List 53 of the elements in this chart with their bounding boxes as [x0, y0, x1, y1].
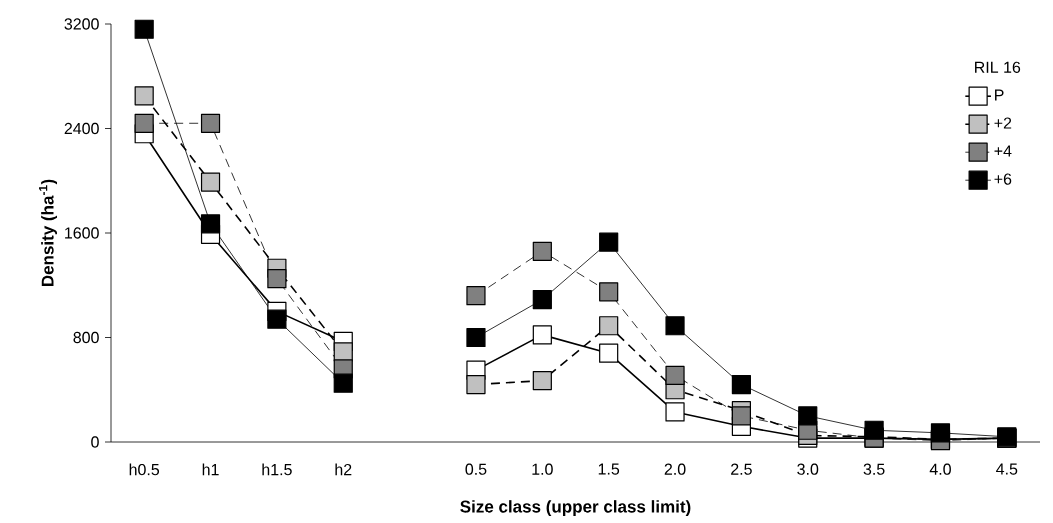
point [665, 316, 685, 336]
x-tick-label: 2.5 [731, 463, 752, 475]
point [731, 406, 751, 426]
y-tick-label: 2400 [64, 122, 99, 135]
x-tick-label: 1.5 [598, 463, 620, 475]
point [532, 290, 552, 310]
point [333, 373, 353, 393]
point [466, 374, 486, 395]
x-tick-label: 3.5 [863, 463, 885, 475]
y-tick-label: 1600 [65, 227, 99, 239]
point [267, 309, 287, 329]
x-tick-label: h1.5 [262, 463, 292, 476]
legend-label: P [995, 89, 1004, 101]
x-tick-label: 4.5 [996, 463, 1018, 475]
point [864, 420, 884, 440]
point [134, 19, 154, 39]
point [532, 371, 552, 391]
point [532, 241, 552, 261]
point [599, 282, 619, 302]
point [665, 402, 685, 422]
y-axis-title: Density (ha$^{-1}$) [39, 179, 58, 287]
point [466, 286, 486, 306]
point [200, 214, 221, 234]
point [200, 172, 221, 192]
legend-label: +6 [994, 173, 1012, 185]
legend-title: RIL 16 [975, 61, 1021, 73]
y-tick-label: 800 [73, 331, 99, 344]
point [930, 423, 951, 443]
point [200, 113, 221, 133]
x-tick-label: 0.5 [465, 463, 487, 475]
x-tick-label: 2.0 [664, 463, 686, 475]
x-tick-label: 1.0 [532, 463, 553, 475]
x-tick-label: h0.5 [129, 463, 160, 476]
point [532, 325, 552, 345]
point [466, 327, 486, 348]
point [134, 86, 154, 106]
point [599, 316, 619, 336]
legend-label: +4 [994, 145, 1012, 157]
x-tick-label: 3.0 [797, 463, 819, 475]
x-tick-label: h2 [335, 463, 352, 476]
point [267, 269, 287, 289]
x-tick-label: h1 [202, 463, 219, 476]
point [134, 113, 154, 133]
y-tick-label: 3200 [64, 18, 99, 30]
point [599, 343, 619, 363]
x-tick-label: 4.0 [929, 463, 951, 475]
point [599, 232, 619, 252]
point [731, 374, 751, 395]
legend-label: +2 [994, 117, 1012, 129]
point [798, 406, 818, 426]
x-axis-title: Size class (upper class limit) [460, 500, 691, 516]
y-tick-label: 0 [91, 436, 99, 448]
point [665, 365, 685, 385]
